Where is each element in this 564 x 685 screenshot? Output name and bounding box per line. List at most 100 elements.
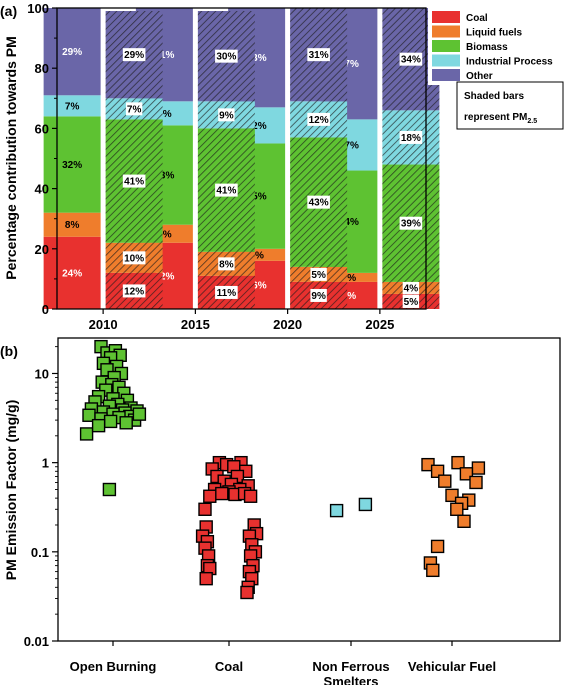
label-bg-pm25-biomass-2020: [307, 195, 330, 209]
note-line-2-text: represent PM: [464, 112, 527, 123]
legend-swatch-liquid-fuels: [432, 25, 460, 38]
scatter-point-vehicular-fuel-5: [438, 474, 452, 488]
scatter-point-vehicular-fuel-12: [430, 539, 445, 554]
data-label-pm-industrial-process-2020: 12%: [247, 121, 267, 132]
shaded-bars-note: Shaded bars represent PM2.5: [456, 81, 564, 130]
label-bg-pm25-liquid-fuels-2020: [310, 267, 327, 281]
bar-pm-other-2010: [43, 8, 101, 96]
data-label-pm25-other-2015: 30%: [216, 52, 236, 63]
y-tick-label-b-0.1: 0.1: [31, 545, 49, 560]
scatter-point-coal-35: [199, 571, 213, 586]
data-label-pm25-liquid-fuels-2015: 8%: [219, 259, 234, 270]
data-label-pm-biomass-2025: 34%: [339, 217, 359, 228]
panel-b-frame: [57, 337, 561, 642]
y-tick-label-a-60: 60: [35, 121, 49, 136]
data-label-pm-industrial-process-2025: 17%: [339, 140, 359, 151]
scatter-point-non-ferrous-smelters-0: [329, 503, 344, 518]
data-label-pm-liquid-fuels-2020: 4%: [249, 250, 264, 261]
scatter-point-coal-14: [215, 486, 229, 501]
data-label-pm25-biomass-2010: 41%: [124, 177, 144, 188]
data-label-pm25-industrial-process-2025: 18%: [401, 133, 421, 144]
y-tick-label-b-0.01: 0.01: [24, 634, 49, 649]
label-bg-pm25-industrial-process-2020: [307, 112, 330, 126]
y-tick-label-a-20: 20: [35, 242, 49, 257]
legend-swatch-other: [432, 69, 460, 81]
scatter-point-vehicular-fuel-11: [457, 514, 471, 528]
data-label-pm-coal-2020: 16%: [247, 280, 267, 291]
label-bg-pm25-coal-2020: [310, 288, 327, 302]
legend-label-industrial-process: Industrial Process: [466, 57, 553, 68]
legend-swatch-industrial-process: [432, 54, 460, 67]
data-label-pm-other-2010: 29%: [62, 47, 82, 58]
data-label-pm-coal-2015: 22%: [154, 271, 174, 282]
bar-pm-liquid-fuels-2010: [43, 212, 101, 237]
data-label-pm25-coal-2020: 9%: [311, 291, 326, 302]
label-bg-pm25-liquid-fuels-2015: [218, 257, 235, 271]
label-bg-pm25-other-2010: [122, 48, 146, 62]
panel-b: (b) 0.01 0.1 1 10 Open Burning Coal Non Ferrou…: [0, 337, 561, 685]
scatter-point-coal-17: [203, 489, 217, 503]
x-tick-label-a-2025: 2025: [365, 317, 394, 332]
data-label-pm25-biomass-2020: 43%: [309, 198, 329, 209]
data-label-pm-biomass-2020: 35%: [247, 192, 267, 203]
legend-label-coal: Coal: [466, 13, 488, 24]
x-tick-label-a-2010: 2010: [89, 317, 118, 332]
scatter-point-vehicular-fuel-1: [451, 455, 465, 470]
label-bg-pm25-other-2025: [399, 52, 423, 66]
label-bg-pm25-industrial-process-2015: [218, 108, 235, 122]
bar-pm-liquid-fuels-2025: [320, 272, 378, 282]
scatter-point-open-burning-35: [79, 427, 94, 441]
legend-swatch-biomass: [432, 40, 460, 52]
data-label-pm-coal-2025: 9%: [342, 291, 357, 302]
scatter-point-vehicular-fuel-10: [450, 502, 464, 516]
legend-label-liquid-fuels: Liquid fuels: [466, 28, 523, 39]
data-label-pm-coal-2010: 24%: [62, 268, 82, 279]
data-label-pm25-other-2010: 29%: [124, 50, 144, 61]
data-label-pm-other-2020: 33%: [247, 53, 267, 64]
x-tick-label-a-2020: 2020: [273, 317, 302, 332]
data-label-pm25-other-2020: 31%: [309, 50, 329, 61]
scatter-point-coal-19: [198, 502, 212, 516]
legend-label-biomass: Biomass: [466, 42, 508, 53]
note-line-2-subscript: 2.5: [527, 118, 537, 125]
scatter-point-vehicular-fuel-14: [426, 563, 440, 578]
panel-b-points: [79, 339, 486, 600]
data-label-pm25-coal-2010: 12%: [124, 286, 144, 297]
scatter-point-vehicular-fuel-6: [469, 475, 483, 490]
scatter-point-coal-38: [240, 585, 254, 600]
label-bg-pm25-other-2015: [215, 49, 238, 63]
label-bg-pm25-other-2020: [307, 48, 330, 62]
scatter-point-vehicular-fuel-2: [471, 461, 486, 475]
label-bg-pm25-biomass-2025: [399, 216, 423, 230]
x-tick-label-b-non-ferrous-smelters-line2: Smelters: [324, 674, 379, 685]
label-bg-pm25-coal-2025: [402, 294, 420, 308]
x-tick-label-b-coal: Coal: [215, 659, 243, 674]
note-line-1: Shaded bars: [464, 91, 524, 102]
data-label-pm25-industrial-process-2015: 9%: [219, 110, 234, 121]
panel-a: (a) 24% 8% 32% 7% 29% 22% 6% 33% 8% 31% 16% 4% 35% 12…: [0, 1, 564, 332]
y-tick-label-a-80: 80: [35, 61, 49, 76]
scatter-point-coal-18: [243, 489, 258, 503]
data-label-pm25-liquid-fuels-2025: 4%: [404, 283, 419, 294]
data-label-pm-industrial-process-2015: 8%: [157, 109, 172, 120]
data-label-pm-other-2015: 31%: [154, 50, 174, 61]
data-label-pm25-industrial-process-2010: 7%: [127, 104, 142, 115]
data-label-pm-biomass-2010: 32%: [62, 160, 82, 171]
panel-a-bars: 24% 8% 32% 7% 29% 22% 6% 33% 8% 31% 16% 4% 35% 12% 33%…: [43, 8, 440, 309]
data-label-pm25-liquid-fuels-2020: 5%: [311, 270, 326, 281]
label-bg-pm25-liquid-fuels-2025: [402, 281, 420, 295]
data-label-pm-industrial-process-2010: 7%: [65, 101, 80, 112]
x-tick-label-b-vehicular-fuel: Vehicular Fuel: [408, 659, 496, 674]
label-bg-pm25-industrial-process-2025: [399, 130, 423, 144]
legend-items: Coal Liquid fuels Biomass Industrial Proces…: [432, 11, 553, 82]
panel-a-label: (a): [0, 3, 17, 19]
data-label-pm-liquid-fuels-2015: 6%: [157, 229, 172, 240]
y-tick-label-b-1: 1: [42, 456, 49, 471]
label-bg-pm25-biomass-2010: [122, 174, 146, 188]
data-label-pm-biomass-2015: 33%: [154, 171, 174, 182]
panel-a-legend: Coal Liquid fuels Biomass Industrial Proces…: [428, 8, 564, 85]
scatter-point-open-burning-36: [119, 416, 133, 430]
panel-b-axes: 0.01 0.1 1 10 Open Burning Coal Non FerrousSme…: [24, 346, 496, 685]
legend-label-other: Other: [466, 71, 493, 82]
